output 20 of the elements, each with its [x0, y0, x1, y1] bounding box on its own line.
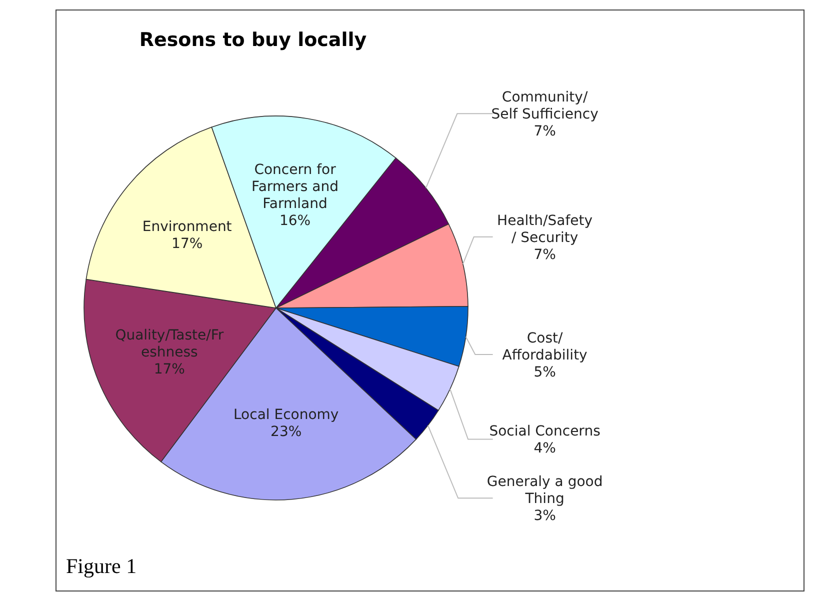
caption: Figure 1 — [66, 554, 137, 578]
slice-label: Community/ Self Sufficiency — [491, 90, 598, 123]
slice-label: Social Concerns — [489, 424, 600, 440]
slice-label: Health/Safety / Security — [497, 212, 593, 246]
slice-label: Environment — [142, 219, 232, 236]
data-label: 7% — [534, 246, 556, 263]
slice-label: Cost/ Affordability — [502, 330, 588, 364]
data-label: 16% — [279, 212, 311, 229]
data-label: 17% — [172, 236, 203, 252]
data-label: 17% — [154, 362, 185, 378]
slice-label: Generaly a good Thing — [486, 474, 603, 508]
slice-label: Concern for Farmers and Farmland — [252, 162, 339, 212]
data-label: 5% — [534, 364, 556, 380]
slice-label: Local Economy — [234, 407, 339, 424]
data-label: 4% — [534, 440, 556, 457]
slice-label: Quality/Taste/Fr eshness — [115, 328, 224, 361]
data-label: 7% — [534, 124, 556, 140]
chart-title: Resons to buy locally — [139, 29, 368, 51]
data-label: 3% — [534, 508, 556, 524]
data-label: 23% — [270, 424, 302, 440]
